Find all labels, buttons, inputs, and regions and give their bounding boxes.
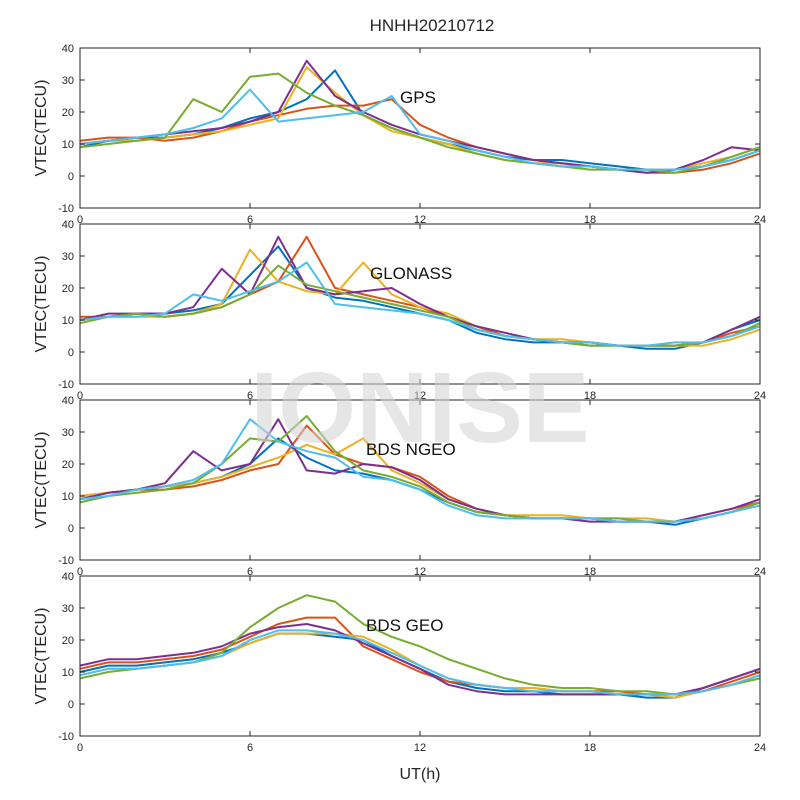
y-axis-label: VTEC(TECU) [33,608,50,705]
figure-title: HNHH20210712 [370,16,495,35]
series-group [79,415,761,526]
panel-annotation: BDS NGEO [366,440,456,459]
y-tick-label: 0 [68,171,74,183]
series-group [79,594,761,699]
x-tick-label: 24 [754,742,766,754]
series-group [79,235,761,350]
panel-annotation: BDS GEO [366,616,443,635]
y-axis-label: VTEC(TECU) [33,256,50,353]
x-tick-label: 6 [247,390,253,402]
series-group [79,59,761,174]
y-tick-label: 10 [62,667,74,679]
x-tick-label: 18 [584,742,596,754]
y-tick-label: 40 [62,571,74,583]
series-line-6 [79,88,761,171]
x-tick-label: 12 [414,390,426,402]
y-tick-label: -10 [58,555,74,567]
x-tick-label: 6 [247,566,253,578]
series-line-6 [79,629,761,696]
y-tick-label: -10 [58,731,74,743]
y-tick-label: 40 [62,219,74,231]
y-tick-label: -10 [58,379,74,391]
y-tick-label: 30 [62,75,74,87]
panel-annotation: GLONASS [370,264,452,283]
y-tick-label: 20 [62,283,74,295]
x-tick-label: 18 [584,214,596,226]
y-tick-label: 0 [68,699,74,711]
y-tick-label: 30 [62,427,74,439]
y-tick-label: 10 [62,315,74,327]
y-tick-label: 30 [62,603,74,615]
x-tick-label: 6 [247,214,253,226]
y-axis-label: VTEC(TECU) [33,80,50,177]
plot-area [80,48,760,208]
y-axis-label: VTEC(TECU) [33,432,50,529]
x-tick-label: 24 [754,566,766,578]
x-tick-label: 12 [414,566,426,578]
x-tick-label: 18 [584,390,596,402]
x-tick-label: 0 [77,214,83,226]
y-tick-label: 20 [62,459,74,471]
x-tick-label: 0 [77,742,83,754]
panel-annotation: GPS [400,88,436,107]
y-tick-label: 40 [62,395,74,407]
x-axis-label: UT(h) [400,766,441,783]
y-tick-label: 10 [62,491,74,503]
y-tick-label: 10 [62,139,74,151]
y-tick-label: 0 [68,347,74,359]
watermark-text: IONISE [251,352,590,464]
x-tick-label: 0 [77,566,83,578]
x-tick-label: 12 [414,214,426,226]
y-tick-label: 20 [62,107,74,119]
x-tick-label: 12 [414,742,426,754]
y-tick-label: 40 [62,43,74,55]
x-tick-label: 24 [754,214,766,226]
y-tick-label: 30 [62,251,74,263]
x-tick-label: 24 [754,390,766,402]
plot-area [80,576,760,736]
x-tick-label: 0 [77,390,83,402]
y-tick-label: -10 [58,203,74,215]
series-line-6 [79,261,761,347]
y-tick-label: 0 [68,523,74,535]
x-tick-label: 6 [247,742,253,754]
y-tick-label: 20 [62,635,74,647]
series-line-6 [79,418,761,523]
x-tick-label: 18 [584,566,596,578]
